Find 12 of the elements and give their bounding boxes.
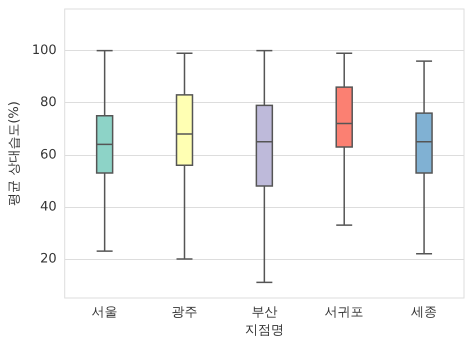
x-axis-title: 지점명 [244, 323, 284, 338]
y-axis-title: 평균 상대습도(%) [7, 101, 22, 206]
y-tick-label: 20 [40, 251, 57, 266]
x-tick-label: 광주 [172, 305, 198, 320]
y-tick-label: 60 [40, 147, 57, 162]
x-tick-label: 서울 [92, 305, 118, 320]
y-tick-label: 80 [40, 95, 57, 110]
x-tick-label: 세종 [411, 305, 438, 320]
y-tick-label: 40 [40, 199, 57, 214]
y-tick-label: 100 [32, 43, 57, 58]
x-tick-label: 서귀포 [324, 305, 364, 320]
x-tick-label: 부산 [251, 305, 278, 320]
